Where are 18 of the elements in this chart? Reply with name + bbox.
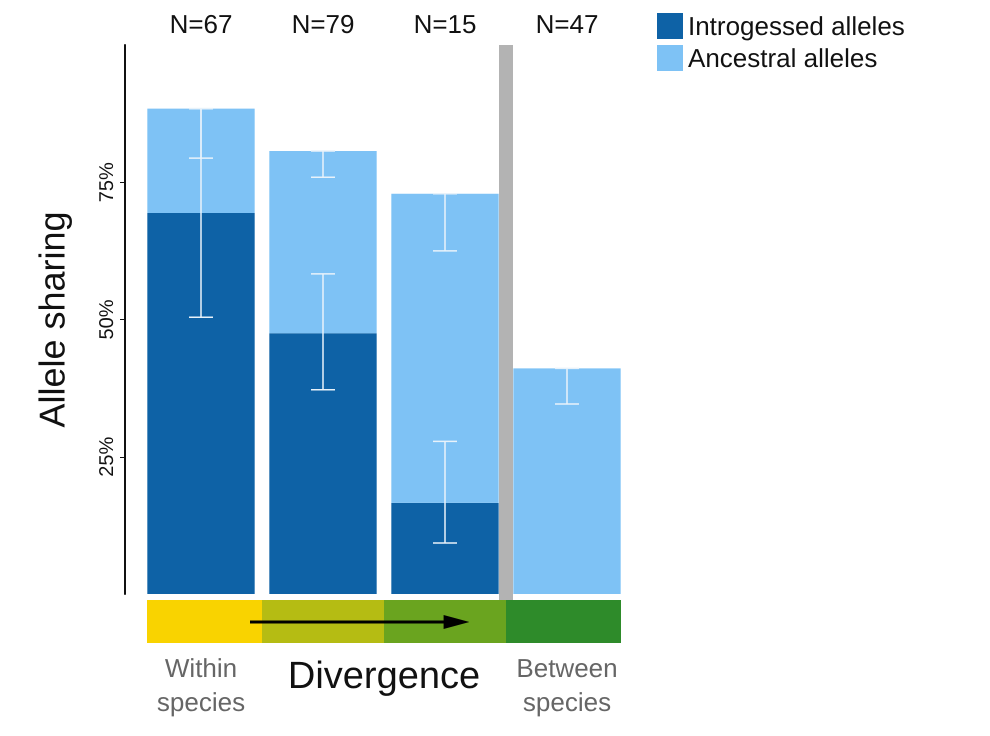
legend-label: Introgessed alleles [688, 11, 905, 41]
bar [269, 333, 377, 594]
bar [147, 212, 255, 594]
x-tick-label: N=67 [170, 9, 232, 39]
text: Between species [515, 652, 619, 719]
bar [269, 150, 377, 334]
bar [147, 108, 255, 213]
bar [391, 502, 499, 594]
x-tick-label: N=15 [414, 9, 476, 39]
y-tick-label: 25% [96, 436, 118, 477]
x-tick-label: N=47 [536, 9, 598, 39]
text: Within species [156, 652, 246, 719]
legend-label: Ancestral alleles [688, 43, 878, 73]
text: Divergence [288, 655, 480, 697]
y-axis-title: Allele sharing [32, 211, 72, 428]
y-tick-label: 75% [96, 162, 118, 202]
y-tick-label: 50% [96, 299, 118, 340]
x-tick-label: N=79 [292, 9, 354, 39]
